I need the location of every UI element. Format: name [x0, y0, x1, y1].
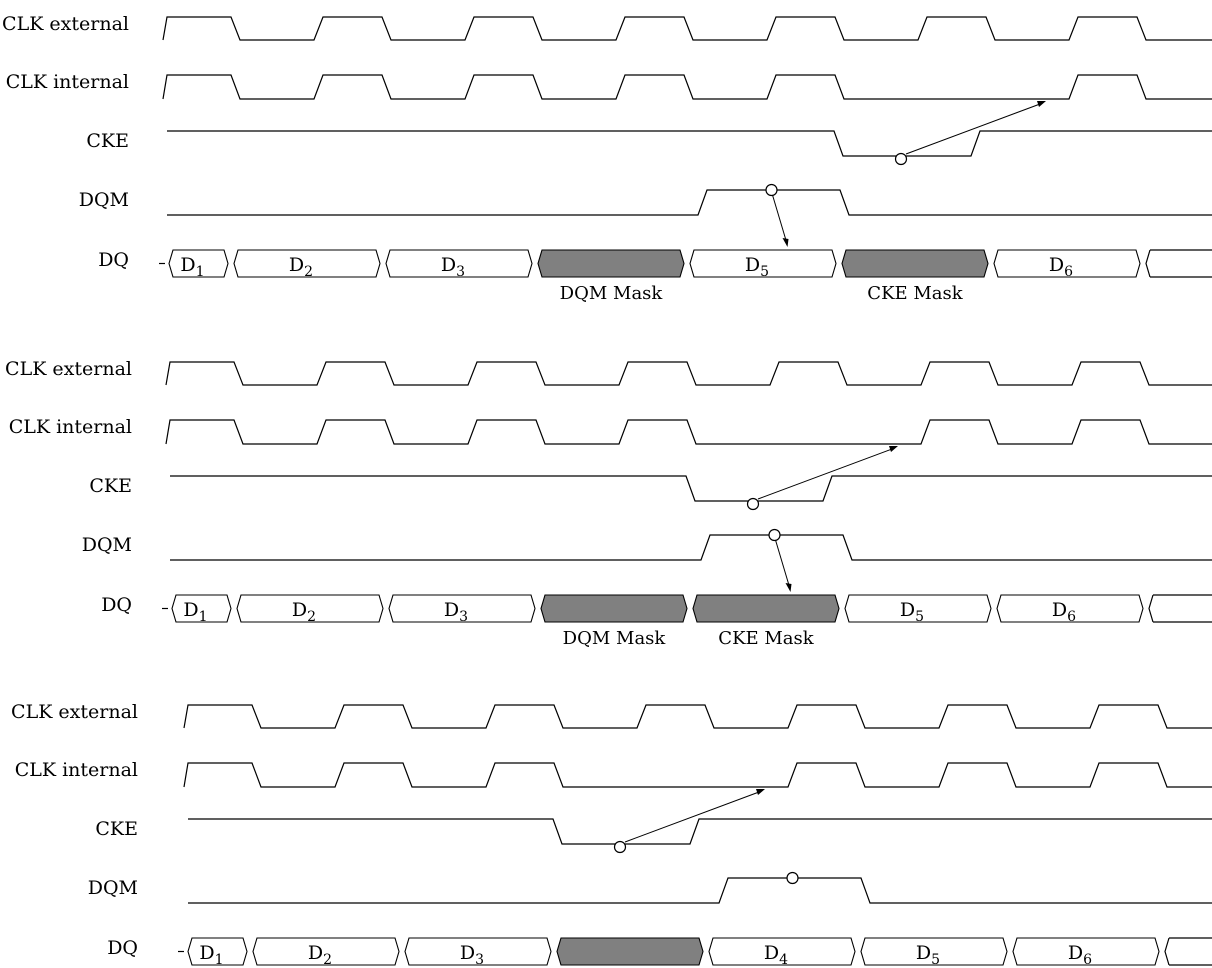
- signal-label-cke: CKE: [95, 818, 138, 840]
- dq-cell-d3: [404, 937, 552, 966]
- dq-cell-label: D5: [745, 254, 769, 280]
- dq-cell-cke-mask: [692, 594, 840, 623]
- dqm-waveform: [170, 534, 1212, 561]
- dq-cell-label: D1: [183, 599, 207, 625]
- dqm-arrow: [775, 539, 790, 588]
- signal-label-dq: DQ: [107, 937, 138, 959]
- dqm-waveform: [188, 877, 1212, 904]
- dq-cell-d1: [171, 594, 232, 623]
- dq-cell-d6: [996, 594, 1144, 623]
- cke-sample-bubble: [613, 840, 627, 854]
- dq-cell-open: [1164, 937, 1212, 966]
- cke-mask-label: CKE Mask: [718, 628, 814, 649]
- cke-arrow: [905, 103, 1041, 155]
- dqm-arrow: [772, 194, 787, 243]
- dq-cell-d1: [168, 249, 229, 278]
- dq-cell-label: D4: [764, 942, 788, 968]
- dq-cell-dqm-mask: [537, 249, 685, 278]
- dq-cell-label: D3: [460, 942, 484, 968]
- dqm-arrowhead: [782, 238, 789, 247]
- signal-label-clk-internal: CLK internal: [9, 416, 132, 438]
- clk-external-waveform: [162, 16, 1212, 41]
- signal-label-dq: DQ: [98, 249, 129, 271]
- signal-label-dqm: DQM: [79, 189, 129, 211]
- cke-arrow: [624, 791, 760, 843]
- cke-waveform: [170, 475, 1212, 502]
- timing-panel-1: CLK external CLK internal CKE DQM DQ D1 D2 D3 DQ…: [2, 13, 1212, 304]
- clk-external-waveform: [183, 704, 1212, 729]
- dqm-sample-bubble: [765, 183, 778, 197]
- signal-label-cke: CKE: [89, 475, 132, 497]
- dq-cell-label: D2: [289, 254, 313, 280]
- dqm-mask-label: DQM Mask: [563, 628, 667, 649]
- dq-cell-d2: [252, 937, 400, 966]
- cke-waveform: [188, 818, 1212, 845]
- dq-cell-label: D2: [292, 599, 316, 625]
- signal-label-dqm: DQM: [82, 534, 132, 556]
- dq-cell-d2: [236, 594, 384, 623]
- cke-waveform: [167, 130, 1212, 157]
- cke-arrow: [757, 448, 893, 500]
- cke-arrowhead: [756, 789, 765, 795]
- dq-cell-cke-mask: [841, 249, 989, 278]
- dqm-arrowhead: [785, 583, 792, 592]
- dq-cell-label: D3: [441, 254, 465, 280]
- dq-cell-dqm-mask: [540, 594, 688, 623]
- clk-internal-waveform: [162, 74, 1212, 100]
- dq-cell-d5: [689, 249, 837, 278]
- clk-external-waveform: [165, 361, 1212, 386]
- signal-label-clk-internal: CLK internal: [15, 759, 138, 781]
- dq-cell-d3: [385, 249, 533, 278]
- signal-label-dqm: DQM: [88, 877, 138, 899]
- dqm-mask-label: DQM Mask: [560, 283, 664, 304]
- dq-cell-label: D3: [444, 599, 468, 625]
- dq-cell-d4: [708, 937, 856, 966]
- dq-cell-d3: [388, 594, 536, 623]
- dq-cell-label: D5: [916, 942, 940, 968]
- signal-label-clk-external: CLK external: [11, 701, 138, 723]
- dq-cell-d6: [1012, 937, 1160, 966]
- cke-mask-label: CKE Mask: [867, 283, 963, 304]
- signal-label-cke: CKE: [86, 130, 129, 152]
- dq-cell-label: D6: [1052, 599, 1076, 625]
- signal-label-clk-external: CLK external: [2, 13, 129, 35]
- signal-label-clk-internal: CLK internal: [6, 71, 129, 93]
- timing-panel-2: CLK external CLK internal CKE DQM DQ D1 D2 D3 DQ…: [5, 358, 1212, 649]
- clk-internal-waveform: [183, 762, 1212, 788]
- dqm-waveform: [167, 189, 1212, 216]
- dq-cell-d5: [860, 937, 1008, 966]
- cke-arrowhead: [889, 446, 898, 452]
- cke-sample-bubble: [894, 152, 908, 166]
- signal-label-dq: DQ: [101, 594, 132, 616]
- dq-cell-d5: [844, 594, 992, 623]
- cke-sample-bubble: [746, 497, 760, 511]
- dq-cell-label: D6: [1049, 254, 1073, 280]
- dq-cell-d6: [993, 249, 1141, 278]
- cke-arrowhead: [1037, 101, 1046, 107]
- clk-internal-waveform: [165, 419, 1212, 445]
- signal-label-clk-external: CLK external: [5, 358, 132, 380]
- dqm-sample-bubble: [786, 871, 799, 885]
- dq-cell-open: [1145, 249, 1212, 278]
- dq-cell-label: D5: [900, 599, 924, 625]
- dq-cell-label: D6: [1068, 942, 1092, 968]
- dq-cell-label: D1: [199, 942, 223, 968]
- dqm-sample-bubble: [768, 528, 781, 542]
- dq-cell-d2: [233, 249, 381, 278]
- dq-cell-open: [1148, 594, 1212, 623]
- dq-cell-label: D2: [308, 942, 332, 968]
- timing-panel-3: CLK external CLK internal CKE DQM DQ D1 D2 D3 D4…: [11, 701, 1212, 968]
- dq-cell-d1: [187, 937, 248, 966]
- dq-cell-blank-mask: [556, 937, 704, 966]
- dq-cell-label: D1: [180, 254, 204, 280]
